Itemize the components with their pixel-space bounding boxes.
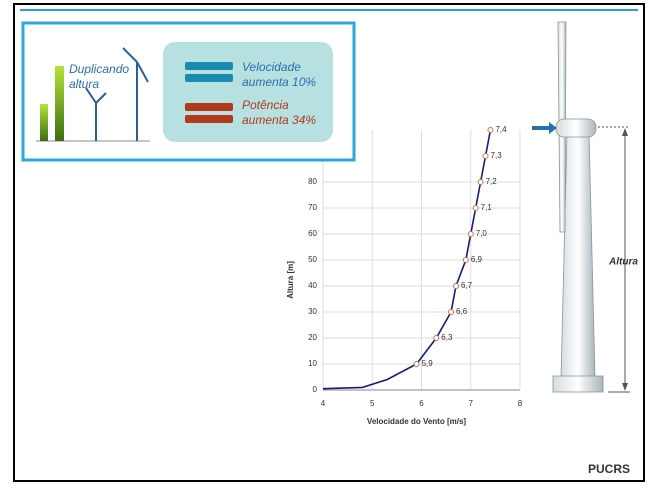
x-tick-label: 5 [370, 399, 375, 408]
point [453, 284, 458, 289]
y-tick-label: 20 [308, 333, 317, 342]
y-tick-label: 70 [308, 203, 317, 212]
point [488, 128, 493, 133]
logo: PUCRS [588, 462, 630, 476]
point [434, 336, 439, 341]
y-tick-label: 50 [308, 255, 317, 264]
info-box: Duplicando altura Velocidade aumenta 10%… [23, 23, 354, 160]
power-note: aumenta 34% [242, 113, 316, 127]
y-tick-label: 0 [313, 385, 318, 394]
y-tick-label: 60 [308, 229, 317, 238]
value-label: 7,4 [495, 125, 507, 134]
point [414, 362, 419, 367]
point [468, 232, 473, 237]
value-label: 7,0 [476, 229, 488, 238]
power-note: Potência [242, 98, 289, 112]
value-label: 7,1 [481, 203, 493, 212]
y-tick-label: 30 [308, 307, 317, 316]
point [483, 154, 488, 159]
value-label: 5,9 [422, 359, 434, 368]
point [463, 258, 468, 263]
value-label: 6,6 [456, 307, 468, 316]
y-tick-label: 40 [308, 281, 317, 290]
caption: altura [69, 77, 99, 91]
value-label: 6,7 [461, 281, 473, 290]
speed-note: Velocidade [242, 60, 301, 74]
value-label: 6,3 [441, 333, 453, 342]
speed-note: aumenta 10% [242, 75, 316, 89]
point [478, 180, 483, 185]
slide: 4567801020304050607080Velocidade do Vent… [0, 0, 650, 486]
y-axis-label: Altura [m] [286, 261, 295, 299]
x-tick-label: 8 [518, 399, 523, 408]
caption: Duplicando [69, 62, 129, 76]
x-tick-label: 7 [469, 399, 474, 408]
x-axis-label: Velocidade do Vento [m/s] [367, 417, 466, 426]
y-tick-label: 10 [308, 359, 317, 368]
y-tick-label: 80 [308, 177, 317, 186]
value-label: 7,2 [486, 177, 498, 186]
x-tick-label: 4 [321, 399, 326, 408]
height-label: Altura [608, 257, 638, 268]
turbine: Altura [532, 22, 638, 392]
value-label: 7,3 [491, 151, 503, 160]
value-label: 6,9 [471, 255, 483, 264]
point [449, 310, 454, 315]
point [473, 206, 478, 211]
x-tick-label: 6 [419, 399, 424, 408]
